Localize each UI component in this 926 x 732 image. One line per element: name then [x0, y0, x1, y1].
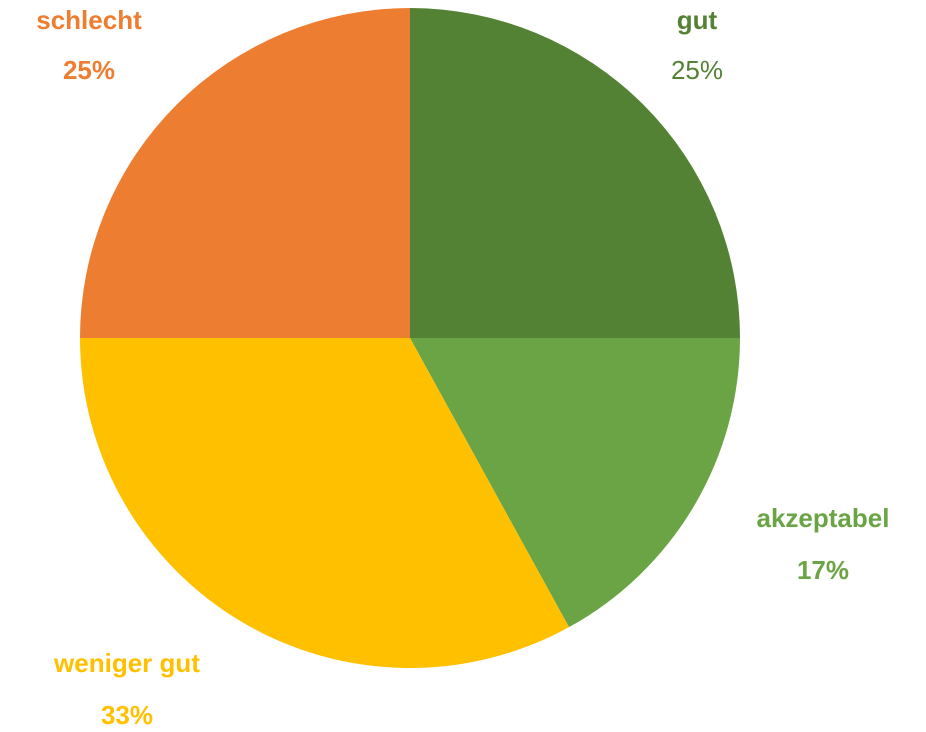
slice-value-label: 17% [797, 555, 849, 585]
pie-slice [80, 338, 569, 668]
slice-label: akzeptabel [757, 503, 890, 533]
pie-slice [80, 8, 410, 338]
slice-label: gut [677, 5, 718, 35]
slice-label: schlecht [36, 5, 142, 35]
slice-value-label: 33% [101, 700, 153, 730]
slice-value-label: 25% [671, 55, 723, 85]
pie-slice [410, 8, 740, 338]
slice-label: weniger gut [53, 648, 200, 678]
pie-slice [410, 338, 740, 628]
slice-value-label: 25% [63, 55, 115, 85]
